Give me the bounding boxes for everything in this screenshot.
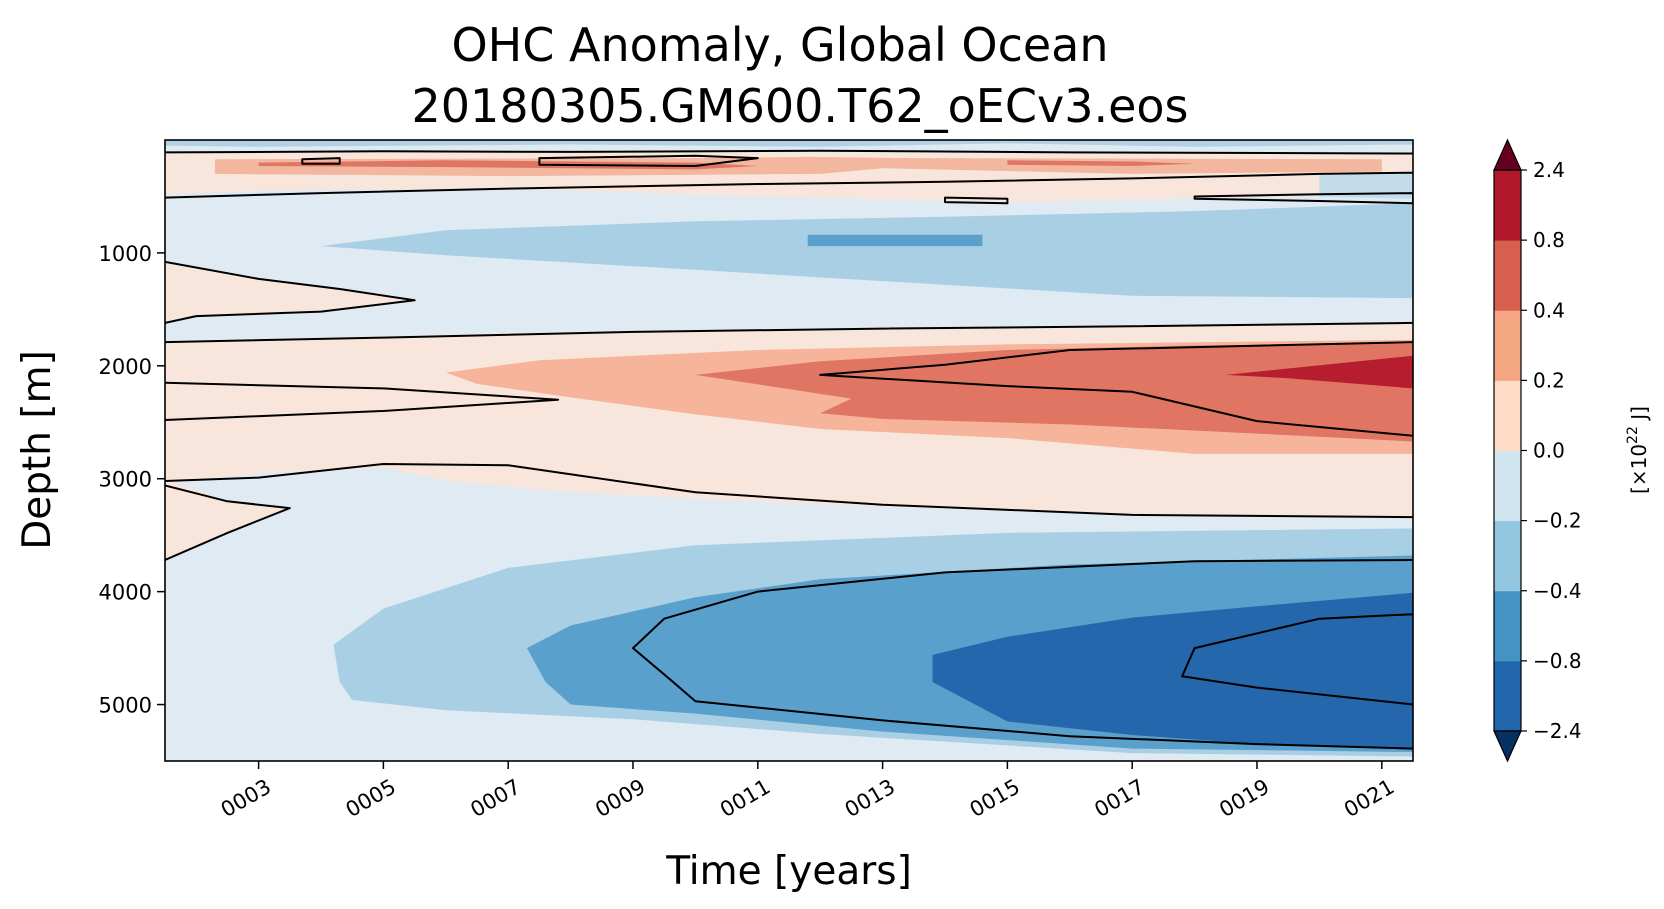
region-shallow-cool-band: [321, 203, 1413, 299]
colorbar-tick-label: −0.4: [1533, 579, 1582, 603]
colorbar-tick-label: 2.4: [1533, 158, 1565, 182]
region-mid-warm-core: [1225, 355, 1413, 389]
colorbar-tick-label: 0.8: [1533, 228, 1565, 252]
colorbar-tick-label: 0.2: [1533, 368, 1565, 392]
colorbar-label-suffix: J]: [1627, 406, 1651, 426]
contour-deep-inner: [1181, 613, 1413, 706]
x-tick-label: 0019: [1215, 775, 1273, 823]
x-axis-label: Time [years]: [665, 849, 912, 894]
contour-deep-lobe: [165, 484, 291, 561]
colorbar-under-arrow: [1493, 730, 1522, 763]
region-deep-cool-0.8: [932, 592, 1413, 750]
y-tick-label: 2000: [99, 355, 152, 379]
colorbar-segment: [1494, 660, 1521, 732]
contour-upper-top: [165, 149, 1413, 155]
y-tick-label: 1000: [99, 242, 152, 266]
colorbar-tick-label: 0.4: [1533, 298, 1565, 322]
region-upper-strong-warm: [258, 160, 758, 170]
contour-upper-bottom: [165, 171, 1413, 199]
x-axis: 0003 0005 0007 0009 0011 0013 0015 0017 0019 0021: [217, 761, 1398, 822]
colorbar-segment: [1494, 380, 1521, 451]
chart-title-line-2: 20180305.GM600.T62_oECv3.eos: [412, 79, 1189, 133]
region-upper-strong-warm-2: [1007, 160, 1195, 166]
colorbar-tick-label: −0.8: [1533, 649, 1582, 673]
x-tick-label: 0005: [342, 775, 400, 823]
region-mid-warm-0.4: [695, 343, 1413, 442]
x-tick-label: 0017: [1090, 775, 1148, 823]
x-tick-label: 0003: [217, 775, 275, 823]
contour-lens-2: [1193, 192, 1413, 205]
colorbar: −2.4 −0.8 −0.4 −0.2 0.0 0.2 0.4 0.8 2.4: [1493, 138, 1582, 763]
region-surface-cool-1: [165, 140, 1413, 147]
colorbar-label-prefix: [×10: [1627, 444, 1651, 494]
colorbar-label: [×1022 J]: [1625, 406, 1651, 494]
contour-lens-1: [944, 196, 1009, 205]
x-tick-label: 0009: [591, 775, 649, 823]
region-shallow-cool-core: [807, 234, 983, 247]
colorbar-segment: [1494, 310, 1521, 381]
colorbar-tick-label: −2.4: [1533, 719, 1582, 743]
colorbar-segment: [1494, 240, 1521, 311]
colorbar-label-exponent: 22: [1625, 426, 1641, 444]
contour-mid-wedge: [165, 381, 560, 421]
colorbar-tick-label: −0.2: [1533, 509, 1582, 533]
x-tick-label: 0015: [966, 775, 1024, 823]
y-tick-label: 3000: [99, 468, 152, 492]
x-tick-label: 0021: [1340, 775, 1398, 823]
contour-mid-warm: [819, 341, 1413, 437]
x-tick-label: 0011: [716, 775, 774, 823]
y-tick-label: 4000: [99, 581, 152, 605]
contour-upper-loop-2: [538, 154, 759, 167]
filled-contour-regions: [165, 140, 1413, 757]
x-tick-label: 0007: [466, 775, 524, 823]
plot-frame: [164, 139, 1414, 762]
colorbar-segment: [1494, 590, 1521, 662]
colorbar-segment: [1494, 450, 1521, 522]
x-tick-label: 0013: [841, 775, 899, 823]
contour-mid-top: [165, 321, 1413, 344]
colorbar-tick-label: 0.0: [1533, 439, 1565, 463]
contour-lines: [165, 149, 1413, 750]
contour-shallow-lobe: [165, 260, 416, 324]
contour-plot: [164, 139, 1414, 762]
colorbar-over-arrow: [1493, 138, 1522, 171]
contour-mid-bottom: [165, 463, 1413, 519]
y-axis-label: Depth [m]: [15, 350, 60, 550]
chart-title-line-1: OHC Anomaly, Global Ocean: [451, 18, 1108, 72]
colorbar-segment: [1494, 170, 1521, 241]
contour-upper-loop-1: [301, 157, 341, 165]
region-deep-warm-lobe: [165, 478, 290, 560]
y-tick-label: 5000: [99, 694, 152, 718]
y-axis: 1000 2000 3000 4000 5000: [99, 242, 165, 718]
colorbar-segment: [1494, 520, 1521, 592]
contour-deep-outer: [632, 559, 1413, 750]
